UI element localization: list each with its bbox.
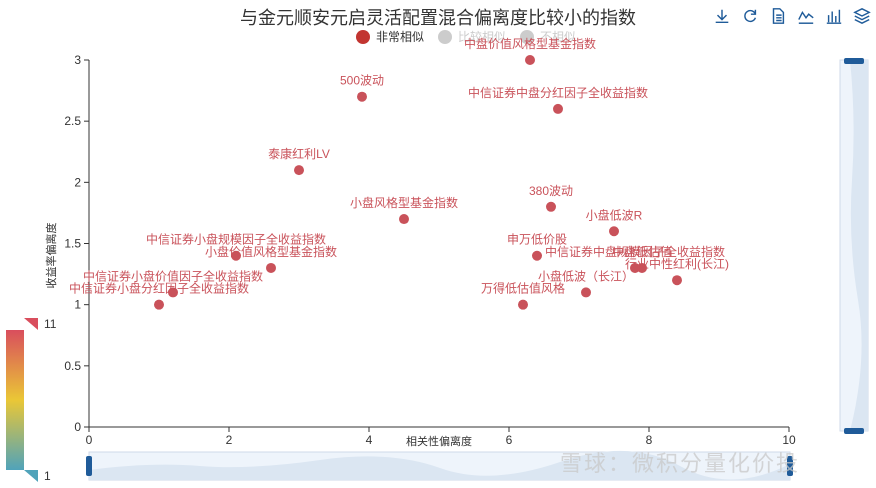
x-tick-label: 10 (782, 433, 796, 447)
legend-dot (438, 29, 453, 44)
chart-title: 与金元顺安元启灵活配置混合偏离度比较小的指数 (240, 8, 636, 28)
stack-icon[interactable] (852, 6, 872, 26)
data-point-label: 中盘低估值 (612, 244, 672, 259)
data-point-label: 小盘价值风格型基金指数 (205, 244, 337, 259)
legend-label: 不相似 (540, 30, 577, 44)
data-point[interactable] (518, 299, 528, 310)
x-tick-label: 8 (646, 433, 653, 447)
legend-item-not-similar[interactable]: 不相似 (520, 28, 576, 45)
y-tick-label: 0 (74, 420, 81, 434)
data-point[interactable] (546, 201, 556, 212)
refresh-icon[interactable] (740, 6, 760, 26)
data-point[interactable] (525, 55, 535, 65)
data-point-label: 中信证券小盘价值因子全收益指数 (83, 268, 263, 283)
data-point[interactable] (399, 214, 409, 225)
x-slider-preview (89, 450, 790, 480)
y-slider-preview (850, 60, 868, 431)
y-tick-label: 0.5 (64, 359, 81, 373)
legend-dot (356, 29, 370, 44)
data-point-label: 行业中性红利(长江) (625, 256, 729, 271)
x-datazoom-slider[interactable] (86, 450, 793, 481)
data-point[interactable] (357, 91, 367, 102)
legend: 非常相似 比较相似 不相似 (356, 28, 576, 45)
visual-map[interactable]: 11 1 (6, 317, 57, 483)
x-tick-label: 2 (226, 433, 233, 447)
visual-map-handle-bottom[interactable] (24, 470, 38, 482)
download-icon[interactable] (712, 6, 732, 26)
data-point[interactable] (154, 299, 164, 310)
data-point-label: 中信证券中盘分红因子全收益指数 (468, 85, 648, 100)
data-point[interactable] (630, 262, 640, 273)
data-point-label: 380波动 (529, 184, 573, 198)
y-tick-label: 2.5 (64, 114, 81, 128)
y-slider-handle-bottom[interactable] (844, 428, 864, 434)
data-point[interactable] (532, 250, 542, 261)
y-tick-label: 1.5 (64, 237, 81, 251)
data-point[interactable] (672, 275, 682, 286)
x-tick-label: 0 (86, 433, 93, 447)
visual-map-bar[interactable] (6, 330, 24, 470)
data-point-label: 中盘价值风格型基金指数 (464, 36, 596, 51)
legend-dot (520, 29, 535, 44)
data-point-label: 申万低价股 (507, 233, 567, 247)
data-point[interactable] (581, 287, 591, 298)
y-tick-label: 3 (74, 53, 81, 67)
y-tick-label: 1 (74, 298, 81, 312)
legend-label: 比较相似 (458, 30, 507, 44)
y-tick-label: 2 (74, 175, 81, 189)
x-slider-handle-right[interactable] (787, 456, 793, 476)
y-slider-handle-top[interactable] (844, 58, 864, 64)
data-point-label: 小盘低波（长江） (538, 268, 634, 283)
data-point-label: 中信证券小盘分红因子全收益指数 (69, 281, 249, 296)
visual-map-min-label: 1 (44, 469, 51, 483)
legend-item-fairly-similar[interactable]: 比较相似 (438, 28, 506, 45)
data-point-label: 小盘风格型基金指数 (350, 195, 458, 210)
x-slider-handle-left[interactable] (86, 456, 92, 476)
visual-map-handle-top[interactable] (24, 318, 38, 330)
data-point[interactable] (553, 103, 563, 114)
axes: 0 2 4 6 8 10 0 0.5 1 1.5 2 2.5 3 相关性偏离度 收益率偏离度 (44, 53, 796, 448)
data-point[interactable] (294, 165, 304, 176)
legend-label: 非常相似 (376, 30, 425, 44)
x-tick-label: 4 (366, 433, 373, 447)
data-point[interactable] (266, 262, 276, 273)
visual-map-max-label: 11 (44, 317, 57, 331)
data-point-label: 泰康红利LV (268, 146, 330, 161)
legend-item-very-similar[interactable]: 非常相似 (356, 28, 424, 45)
data-point-label: 万得低估值风格 (481, 281, 565, 296)
y-axis-label: 收益率偏离度 (44, 223, 58, 289)
data-point-label: 中信证券中盘规模因子全收益指数 (545, 244, 725, 259)
data-point[interactable] (609, 226, 619, 237)
line-chart-icon[interactable] (796, 6, 816, 26)
x-tick-label: 6 (506, 433, 513, 447)
data-point-label: 500波动 (340, 74, 384, 88)
data-view-icon[interactable] (768, 6, 788, 26)
data-point-label: 小盘低波R (586, 207, 643, 222)
data-point[interactable] (231, 250, 241, 261)
toolbar (712, 6, 872, 26)
data-point[interactable] (168, 287, 178, 298)
data-point-label: 中信证券小盘规模因子全收益指数 (146, 232, 326, 247)
bar-chart-icon[interactable] (824, 6, 844, 26)
watermark: 雪球：微积分量化价投 (560, 452, 801, 477)
data-point[interactable] (637, 262, 647, 273)
y-datazoom-slider[interactable] (839, 58, 869, 434)
x-axis-label: 相关性偏离度 (406, 434, 472, 448)
